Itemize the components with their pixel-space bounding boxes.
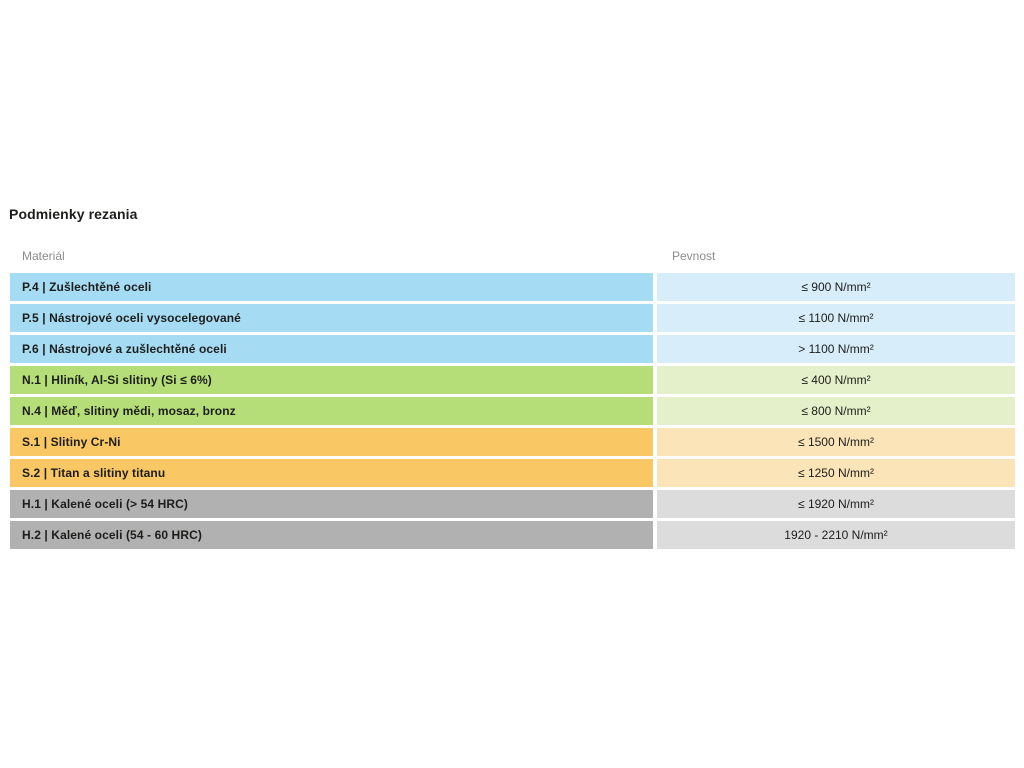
material-cell: P.5 | Nástrojové oceli vysocelegované [10,304,653,332]
column-header-strength: Pevnost [672,249,716,263]
table-row: S.2 | Titan a slitiny titanu ≤ 1250 N/mm… [10,459,1015,487]
material-cell: H.2 | Kalené oceli (54 - 60 HRC) [10,521,653,549]
material-cell: S.1 | Slitiny Cr-Ni [10,428,653,456]
strength-cell: > 1100 N/mm² [657,335,1015,363]
strength-cell: ≤ 800 N/mm² [657,397,1015,425]
material-cell: N.1 | Hliník, Al-Si slitiny (Si ≤ 6%) [10,366,653,394]
table-row: H.2 | Kalené oceli (54 - 60 HRC) 1920 - … [10,521,1015,549]
material-cell: S.2 | Titan a slitiny titanu [10,459,653,487]
table-row: S.1 | Slitiny Cr-Ni ≤ 1500 N/mm² [10,428,1015,456]
table-row: P.5 | Nástrojové oceli vysocelegované ≤ … [10,304,1015,332]
strength-cell: 1920 - 2210 N/mm² [657,521,1015,549]
strength-cell: ≤ 1500 N/mm² [657,428,1015,456]
strength-cell: ≤ 1100 N/mm² [657,304,1015,332]
strength-cell: ≤ 400 N/mm² [657,366,1015,394]
material-cell: P.6 | Nástrojové a zušlechtěné oceli [10,335,653,363]
table-row: H.1 | Kalené oceli (> 54 HRC) ≤ 1920 N/m… [10,490,1015,518]
cutting-conditions-table: P.4 | Zušlechtěné oceli ≤ 900 N/mm² P.5 … [10,273,1015,552]
strength-cell: ≤ 1250 N/mm² [657,459,1015,487]
page-title: Podmienky rezania [9,206,138,222]
table-row: P.4 | Zušlechtěné oceli ≤ 900 N/mm² [10,273,1015,301]
column-header-material: Materiál [22,249,65,263]
material-cell: N.4 | Měď, slitiny mědi, mosaz, bronz [10,397,653,425]
table-row: P.6 | Nástrojové a zušlechtěné oceli > 1… [10,335,1015,363]
table-row: N.4 | Měď, slitiny mědi, mosaz, bronz ≤ … [10,397,1015,425]
material-cell: H.1 | Kalené oceli (> 54 HRC) [10,490,653,518]
strength-cell: ≤ 900 N/mm² [657,273,1015,301]
strength-cell: ≤ 1920 N/mm² [657,490,1015,518]
material-cell: P.4 | Zušlechtěné oceli [10,273,653,301]
table-row: N.1 | Hliník, Al-Si slitiny (Si ≤ 6%) ≤ … [10,366,1015,394]
